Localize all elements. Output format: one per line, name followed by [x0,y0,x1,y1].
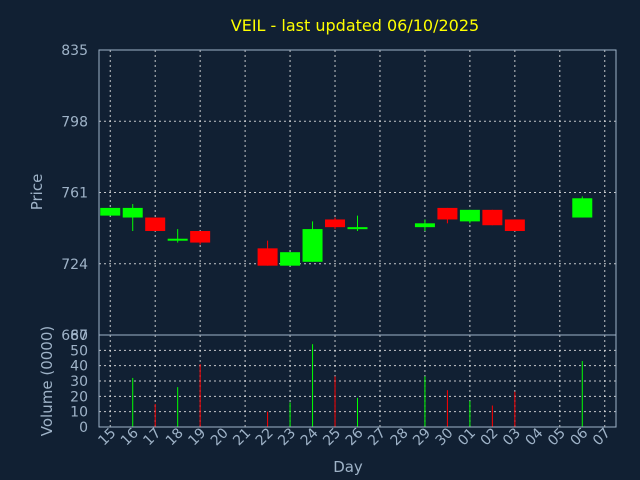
volume-tick-label: 50 [70,343,88,359]
volume-panel-frame [98,334,617,428]
price-panel: 835 798 761 724 687 [61,43,617,344]
price-axis-label: Price [28,174,46,211]
x-tick-label: 27 [365,425,389,449]
price-tick-label: 798 [61,114,88,130]
volume-tick-label: 40 [70,359,88,375]
x-tick-label: 29 [410,425,434,449]
candle-body [482,209,503,226]
x-tick-label: 18 [163,425,187,449]
price-tick-label: 724 [61,257,88,273]
candle-body [100,207,121,216]
candle-body [257,248,278,266]
x-tick-label: 04 [523,425,547,449]
x-tick-label: 15 [95,425,119,449]
candle-body [504,219,525,232]
candle-body [145,217,166,232]
volume-axis-label: Volume (0000) [38,326,56,436]
candle-body [190,231,211,243]
candle-body [122,207,143,218]
volume-tick-label: 60 [70,328,88,344]
x-tick-label: 01 [455,425,479,449]
x-tick-label: 20 [208,425,232,449]
volume-tick-label: 30 [70,374,88,390]
volume-tick-label: 20 [70,389,88,405]
candle-body [325,219,346,228]
price-tick-label: 687 [61,328,88,344]
x-tick-label: 28 [388,425,412,449]
candle-body [459,209,480,222]
x-tick-label: 30 [433,425,457,449]
candle-body [414,223,435,228]
candle-body [347,227,368,230]
x-axis-ticks: 1516171819202122232425262728293001020304… [95,425,613,449]
x-tick-label: 17 [140,425,164,449]
x-tick-label: 02 [478,425,502,449]
x-tick-label: 06 [567,425,591,449]
x-tick-label: 25 [320,425,344,449]
volume-tick-label: 0 [79,420,88,436]
chart-title: VEIL - last updated 06/10/2025 [231,16,479,35]
volume-tick-label: 10 [70,405,88,421]
x-tick-label: 05 [545,425,569,449]
candle-body [437,207,458,220]
x-tick-label: 26 [343,425,367,449]
x-tick-label: 21 [230,425,254,449]
x-tick-label: 23 [275,425,299,449]
price-tick-label: 761 [61,186,88,202]
x-axis-label: Day [333,458,363,476]
x-tick-label: 24 [298,425,322,449]
candle-body [280,252,301,266]
x-tick-label: 22 [253,425,277,449]
x-tick-label: 19 [185,425,209,449]
candle-body [167,238,188,241]
x-tick-label: 03 [500,425,524,449]
price-panel-frame [98,49,617,336]
price-tick-label: 835 [61,43,88,59]
x-tick-label: 16 [118,425,142,449]
candle-body [302,229,323,262]
x-tick-label: 07 [590,425,614,449]
candle-body [572,198,593,218]
